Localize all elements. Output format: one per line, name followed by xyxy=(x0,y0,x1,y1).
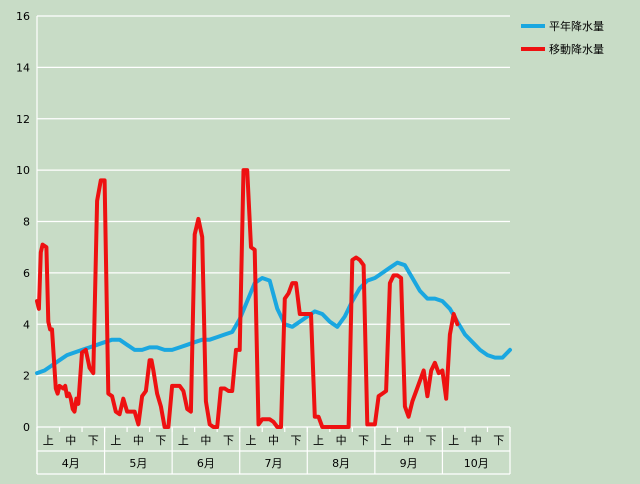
x-sublabel: 上 xyxy=(245,434,256,447)
x-month-label: 7月 xyxy=(265,457,283,470)
x-sublabel: 上 xyxy=(448,434,459,447)
x-sublabel: 中 xyxy=(403,434,414,447)
x-sublabel: 下 xyxy=(358,434,369,447)
x-sublabel: 中 xyxy=(336,434,347,447)
y-tick-label: 6 xyxy=(23,267,30,280)
x-month-label: 4月 xyxy=(62,457,80,470)
x-sublabel: 中 xyxy=(133,434,144,447)
x-month-label: 6月 xyxy=(197,457,215,470)
x-sublabel: 上 xyxy=(43,434,54,447)
y-tick-label: 14 xyxy=(16,61,30,74)
x-sublabel: 下 xyxy=(155,434,166,447)
x-sublabel: 中 xyxy=(65,434,76,447)
x-month-label: 8月 xyxy=(332,457,350,470)
x-month-label: 9月 xyxy=(400,457,418,470)
y-tick-label: 16 xyxy=(16,10,30,23)
x-sublabel: 上 xyxy=(110,434,121,447)
x-month-label: 10月 xyxy=(464,457,489,470)
legend-label: 移動降水量 xyxy=(549,42,604,56)
x-sublabel: 上 xyxy=(178,434,189,447)
y-tick-label: 4 xyxy=(23,318,30,331)
series-line-2 xyxy=(35,168,460,429)
x-sublabel: 下 xyxy=(291,434,302,447)
y-tick-label: 8 xyxy=(23,216,30,229)
y-tick-label: 12 xyxy=(16,113,30,126)
series-line-1 xyxy=(35,260,512,376)
x-sublabel: 下 xyxy=(493,434,504,447)
legend-label: 平年降水量 xyxy=(549,19,604,33)
x-sublabel: 下 xyxy=(426,434,437,447)
x-sublabel: 中 xyxy=(268,434,279,447)
x-sublabel: 下 xyxy=(88,434,99,447)
x-sublabel: 中 xyxy=(200,434,211,447)
x-sublabel: 上 xyxy=(313,434,324,447)
y-tick-label: 2 xyxy=(23,370,30,383)
x-month-label: 5月 xyxy=(129,457,147,470)
x-sublabel: 上 xyxy=(381,434,392,447)
x-sublabel: 下 xyxy=(223,434,234,447)
x-sublabel: 中 xyxy=(471,434,482,447)
y-tick-label: 10 xyxy=(16,164,30,177)
y-tick-label: 0 xyxy=(23,421,30,434)
